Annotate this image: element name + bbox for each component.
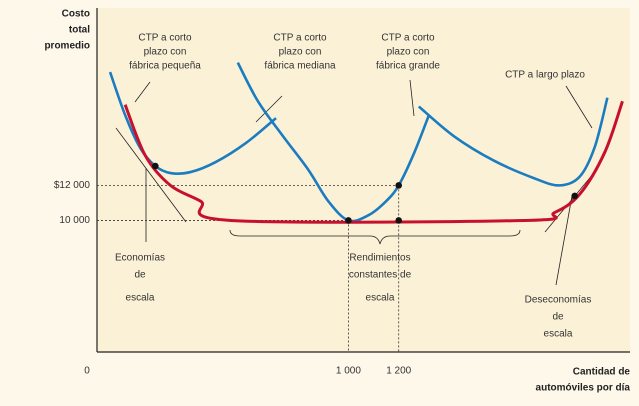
leader [565,85,593,129]
x-axis-label: Cantidad de [573,367,631,378]
leader [409,79,415,117]
leader [255,95,283,123]
annotation: escala [366,293,395,304]
point [345,217,352,224]
annotation: Deseconomías [525,295,592,306]
x-tick-label: 0 [84,366,90,377]
curve [123,100,624,224]
annotation: Rendimientos [349,253,410,264]
annotation: plazo con [279,47,322,58]
leader [555,195,573,286]
annotation: escala [544,329,573,340]
leader [115,127,187,223]
curve [108,71,277,175]
point [395,182,403,189]
x-axis-label: automóviles por día [536,383,631,394]
y-tick-label: 10 000 [59,215,90,226]
annotation: CTP a corto [273,33,327,44]
y-axis-label: total [69,25,90,36]
curve [417,97,609,187]
annotation: plazo con [387,47,430,58]
x-tick-label: 1 200 [386,366,411,377]
y-axis-label: Costo [62,9,90,20]
brace [229,229,521,245]
point [571,192,578,200]
annotation: fábrica mediana [264,61,336,72]
y-axis-label: promedio [44,41,90,52]
point [152,162,159,170]
leader [134,81,151,103]
annotation: fábrica pequeña [129,61,201,72]
x-tick-label: 1 000 [336,366,361,377]
annotation: constantes de [349,270,412,281]
annotation: plazo con [144,47,187,58]
y-tick-label: $12 000 [54,180,91,191]
annotation: fábrica grande [376,61,440,72]
annotation: Economías [115,253,165,264]
annotation: CTP a corto [381,33,435,44]
annotation: CTP a largo plazo [505,70,585,81]
annotation: de [552,312,564,323]
annotation: escala [126,293,155,304]
annotation: CTP a corto [138,33,192,44]
point [395,217,403,224]
annotation: de [134,270,146,281]
